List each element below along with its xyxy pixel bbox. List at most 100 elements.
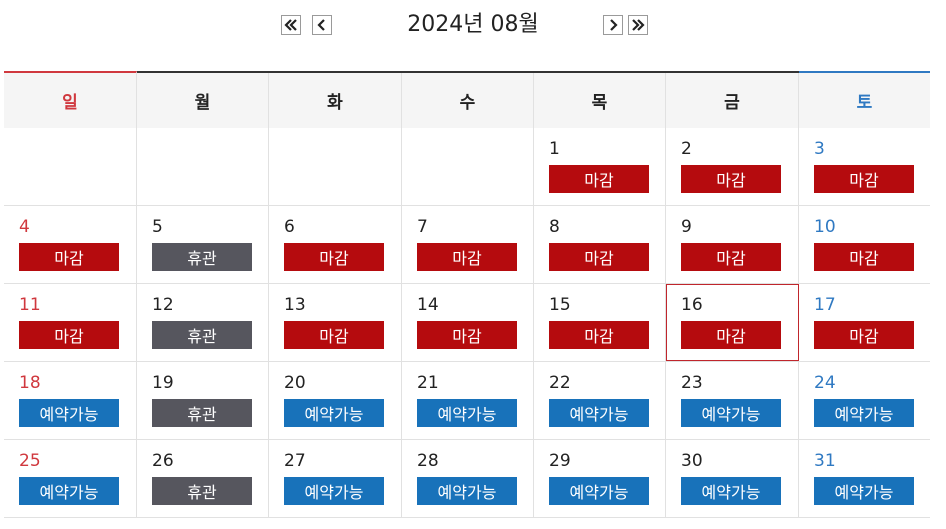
weekday-header-wed: 수	[402, 73, 534, 128]
status-badge-holiday: 휴관	[152, 477, 252, 505]
status-badge-open[interactable]: 예약가능	[19, 399, 119, 427]
status-badge-closed: 마감	[284, 321, 384, 349]
calendar-week: 11 마감 12 휴관 13 마감 14 마감 15 마감 16 마감 17 마감	[4, 284, 930, 362]
status-badge-closed: 마감	[417, 321, 517, 349]
calendar-week: 18 예약가능 19 휴관 20 예약가능 21 예약가능 22 예약가능 23 예약가능 24 예약가능	[4, 362, 930, 440]
day-cell[interactable]: 14 마감	[402, 284, 534, 361]
day-cell[interactable]: 27 예약가능	[269, 440, 402, 517]
day-cell[interactable]: 8 마감	[534, 206, 666, 283]
status-badge-closed: 마감	[549, 321, 649, 349]
status-badge-open[interactable]: 예약가능	[284, 399, 384, 427]
day-cell[interactable]: 19 휴관	[137, 362, 269, 439]
status-badge-open[interactable]: 예약가능	[681, 477, 781, 505]
status-badge-open[interactable]: 예약가능	[284, 477, 384, 505]
weekday-header-mon: 월	[137, 73, 269, 128]
calendar-weeks: 1 마감 2 마감 3 마감 4 마감 5 휴관 6 마감 7 마감 8 마감 9 마감 10 마감 11 마감 12 휴관 1…	[4, 128, 930, 518]
prev-year-button[interactable]	[281, 15, 301, 35]
day-number: 23	[681, 373, 703, 393]
calendar-navigation: 2024년 08월	[0, 0, 946, 56]
next-year-button[interactable]	[628, 15, 648, 35]
status-badge-closed: 마감	[814, 321, 914, 349]
day-cell[interactable]: 29 예약가능	[534, 440, 666, 517]
day-cell[interactable]: 24 예약가능	[799, 362, 930, 439]
day-number: 4	[19, 217, 30, 237]
empty-day-cell	[137, 128, 269, 205]
chevron-left-icon	[317, 19, 325, 31]
day-number: 17	[814, 295, 836, 315]
day-cell[interactable]: 13 마감	[269, 284, 402, 361]
day-number: 29	[549, 451, 571, 471]
calendar-week: 1 마감 2 마감 3 마감	[4, 128, 930, 206]
status-badge-open[interactable]: 예약가능	[417, 399, 517, 427]
status-badge-closed: 마감	[549, 243, 649, 271]
weekday-header-sat: 토	[799, 71, 930, 128]
day-number: 1	[549, 139, 560, 159]
day-cell[interactable]: 5 휴관	[137, 206, 269, 283]
day-cell[interactable]: 9 마감	[666, 206, 799, 283]
day-cell[interactable]: 18 예약가능	[4, 362, 137, 439]
day-cell[interactable]: 17 마감	[799, 284, 930, 361]
day-cell[interactable]: 22 예약가능	[534, 362, 666, 439]
day-number: 27	[284, 451, 306, 471]
day-number: 14	[417, 295, 439, 315]
day-cell[interactable]: 4 마감	[4, 206, 137, 283]
day-number: 28	[417, 451, 439, 471]
day-number: 6	[284, 217, 295, 237]
weekday-header-tue: 화	[269, 73, 402, 128]
day-number: 7	[417, 217, 428, 237]
status-badge-holiday: 휴관	[152, 399, 252, 427]
status-badge-holiday: 휴관	[152, 321, 252, 349]
day-cell[interactable]: 30 예약가능	[666, 440, 799, 517]
day-cell[interactable]: 6 마감	[269, 206, 402, 283]
day-cell[interactable]: 3 마감	[799, 128, 930, 205]
status-badge-open[interactable]: 예약가능	[549, 477, 649, 505]
day-cell[interactable]: 23 예약가능	[666, 362, 799, 439]
prev-month-button[interactable]	[312, 15, 332, 35]
status-badge-closed: 마감	[681, 321, 781, 349]
status-badge-open[interactable]: 예약가능	[681, 399, 781, 427]
month-title: 2024년 08월	[407, 12, 539, 37]
next-month-button[interactable]	[603, 15, 623, 35]
day-number: 15	[549, 295, 571, 315]
calendar-week: 4 마감 5 휴관 6 마감 7 마감 8 마감 9 마감 10 마감	[4, 206, 930, 284]
weekday-header-fri: 금	[666, 73, 799, 128]
status-badge-open[interactable]: 예약가능	[549, 399, 649, 427]
status-badge-open[interactable]: 예약가능	[814, 477, 914, 505]
day-cell[interactable]: 2 마감	[666, 128, 799, 205]
day-number: 20	[284, 373, 306, 393]
day-number: 31	[814, 451, 836, 471]
empty-day-cell	[269, 128, 402, 205]
day-cell[interactable]: 11 마감	[4, 284, 137, 361]
status-badge-holiday: 휴관	[152, 243, 252, 271]
empty-day-cell	[402, 128, 534, 205]
day-number: 21	[417, 373, 439, 393]
status-badge-closed: 마감	[417, 243, 517, 271]
day-number: 12	[152, 295, 174, 315]
day-cell[interactable]: 15 마감	[534, 284, 666, 361]
status-badge-open[interactable]: 예약가능	[19, 477, 119, 505]
calendar-week: 25 예약가능 26 휴관 27 예약가능 28 예약가능 29 예약가능 30 예약가능 31 예약가능	[4, 440, 930, 518]
day-cell[interactable]: 16 마감	[666, 284, 799, 361]
day-cell[interactable]: 1 마감	[534, 128, 666, 205]
day-number: 2	[681, 139, 692, 159]
status-badge-closed: 마감	[19, 321, 119, 349]
day-cell[interactable]: 7 마감	[402, 206, 534, 283]
day-cell[interactable]: 12 휴관	[137, 284, 269, 361]
day-cell[interactable]: 20 예약가능	[269, 362, 402, 439]
day-cell[interactable]: 21 예약가능	[402, 362, 534, 439]
day-number: 30	[681, 451, 703, 471]
day-cell[interactable]: 10 마감	[799, 206, 930, 283]
status-badge-closed: 마감	[284, 243, 384, 271]
day-cell[interactable]: 26 휴관	[137, 440, 269, 517]
status-badge-open[interactable]: 예약가능	[417, 477, 517, 505]
day-number: 25	[19, 451, 41, 471]
day-cell[interactable]: 25 예약가능	[4, 440, 137, 517]
empty-day-cell	[4, 128, 137, 205]
day-number: 16	[681, 295, 703, 315]
status-badge-closed: 마감	[19, 243, 119, 271]
status-badge-open[interactable]: 예약가능	[814, 399, 914, 427]
day-cell[interactable]: 31 예약가능	[799, 440, 930, 517]
day-cell[interactable]: 28 예약가능	[402, 440, 534, 517]
